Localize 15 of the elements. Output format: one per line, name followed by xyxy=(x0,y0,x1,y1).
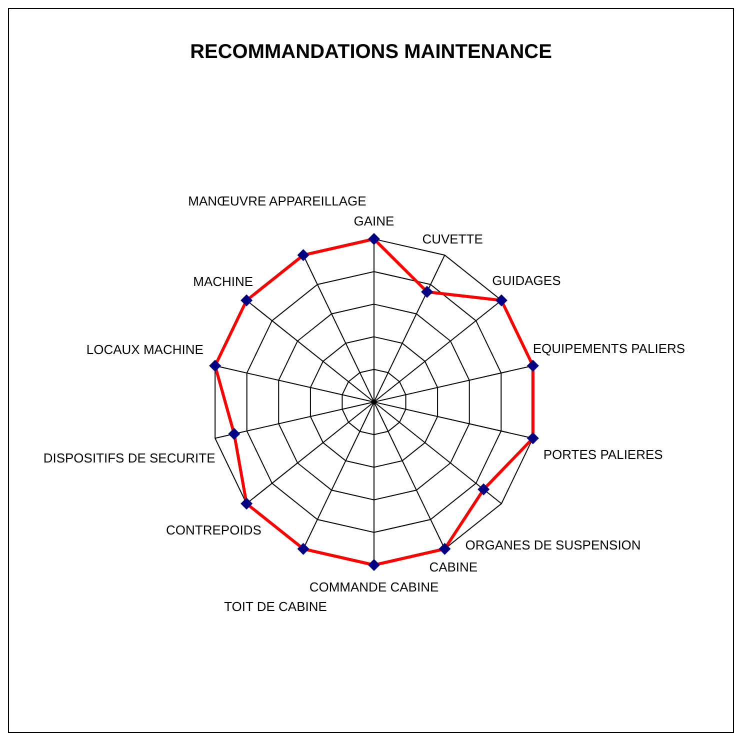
spoke-label: EQUIPEMENTS PALIERS xyxy=(532,340,686,356)
spoke-label: CUVETTE xyxy=(422,231,484,246)
spoke-label: PORTES PALIERES xyxy=(543,446,664,462)
spoke-label: LOCAUX MACHINE xyxy=(86,342,204,358)
spoke-label: GAINE xyxy=(354,214,395,228)
spoke-label: COMMANDE CABINE xyxy=(309,580,439,594)
spoke-label: ORGANES DE SUSPENSION xyxy=(465,537,641,552)
spoke-label: MACHINE xyxy=(193,274,254,290)
spoke-label: TOIT DE CABINE xyxy=(224,599,328,614)
spoke-label: MANŒUVRE APPAREILLAGE xyxy=(188,194,367,209)
spoke-label: CABINE xyxy=(429,559,478,574)
spoke-label: DISPOSITIFS DE SECURITE xyxy=(43,450,216,466)
chart-title: RECOMMANDATIONS MAINTENANCE xyxy=(189,40,553,64)
spoke-label: GUIDAGES xyxy=(492,272,562,288)
spoke-label: CONTREPOIDS xyxy=(166,522,262,538)
